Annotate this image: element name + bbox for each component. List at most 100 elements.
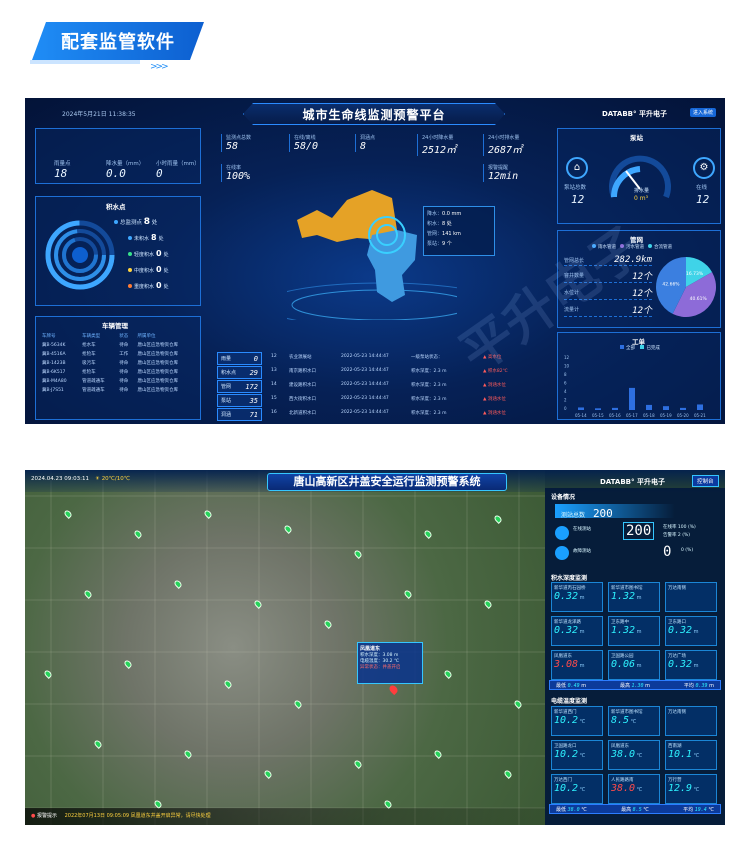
y-tick-label: 6 [564, 381, 567, 386]
monitor-card[interactable]: 新华道市图书馆 8.5 ℃ [608, 706, 660, 736]
pipe-legend-label: 合流管道 [654, 245, 672, 250]
monitor-card[interactable]: 凤凰道东 38.0 ℃ [608, 740, 660, 770]
popup-row: 异常状态：井盖开启 [360, 665, 401, 670]
satellite-map[interactable] [25, 470, 545, 825]
monitor-card[interactable]: 卫国路公园 0.06 m [608, 650, 660, 680]
monitor-card[interactable]: 人民路路南 38.0 ℃ [608, 774, 660, 804]
x-tick-label: 05-18 [643, 413, 655, 418]
work-order-title: 工单 [632, 338, 645, 346]
monitor-card[interactable]: 新华道市图书馆 1.32 m [608, 582, 660, 612]
card-name: 新华道丙石园桥 [554, 586, 586, 591]
alarm-row[interactable]: 13 南京路积水口 2022-05-23 14:44:47 积水深度：2.3 m ▲ 积… [271, 368, 543, 379]
dot-icon [128, 236, 132, 240]
card-unit: ℃ [692, 753, 700, 759]
card-unit: ℃ [629, 719, 637, 725]
monitor-card[interactable]: 万达广场 0.32 m [665, 650, 717, 680]
vehicle-cell: 待命 [119, 342, 129, 348]
vehicle-header-cell: 车牌号 [42, 333, 56, 339]
vehicle-cell: 唐山区应急物资仓库 [137, 342, 179, 348]
weather-label: 小时雨量（mm） [156, 161, 200, 167]
map-info-label: 管网： [427, 231, 443, 237]
alarm-name: 西大街积水口 [289, 397, 316, 402]
alert-label: 报警提示 [36, 813, 57, 819]
alarm-time: 2022-05-23 14:44:47 [341, 410, 389, 415]
weather-item: 雨量点 18 [54, 159, 84, 180]
work-order-panel: 工单 全部 已完成 12 10 8 6 4 2 0 05-14 05-15 05-16 05-17 0… [557, 332, 721, 420]
water-item-unit: 处 [163, 268, 169, 274]
pipe-legend-label: 雨水管道 [598, 245, 616, 250]
card-value: 3.08 [554, 659, 579, 670]
card-name: 万达南侧 [668, 586, 686, 591]
legend-done: 已完成 [646, 346, 660, 351]
summary-label: 最低 [556, 682, 568, 689]
map-info-label: 泵站： [427, 241, 443, 247]
summary-item: 平均 0.39 m [684, 682, 714, 689]
alarm-row[interactable]: 14 建设路积水口 2022-05-23 14:44:47 积水深度：2.3 m ▲ 洞… [271, 382, 543, 393]
vehicle-header-cell: 状态 [119, 333, 129, 339]
monitor-card[interactable]: 万行营 12.9 ℃ [665, 774, 717, 804]
monitor-card[interactable]: 万达南侧 [665, 706, 717, 736]
card-name: 新华道龙泽路 [554, 620, 581, 625]
work-bar [612, 407, 618, 410]
summary-unit: ℃ [641, 806, 649, 813]
count-value: 71 [249, 410, 258, 419]
monitor-card[interactable]: 卫东路口 0.32 m [665, 616, 717, 646]
monitor-card[interactable]: 新华道龙泽路 0.32 m [551, 616, 603, 646]
section-title: 配套监管软件 [61, 32, 175, 53]
weather-value: 0.0 [106, 167, 126, 180]
card-unit: ℃ [635, 787, 643, 793]
stat-item: 24小时排水量 2687㎡ [483, 134, 545, 156]
count-label: 管网 [221, 384, 232, 390]
monitor-card[interactable]: 新华道丙石园桥 0.32 m [551, 582, 603, 612]
console-button[interactable]: 控制台 [692, 475, 719, 487]
vehicle-cell: 冀B·5634K [42, 342, 66, 348]
table-row[interactable]: 冀B·5634K 抢水车 待命 唐山区应急物资仓库 [40, 340, 198, 349]
stat-value: 2512㎡ [422, 145, 457, 156]
weather-readout: ☀ 20℃/10℃ [95, 476, 130, 482]
x-tick-label: 05-19 [660, 413, 672, 418]
vehicle-table-body: 冀B·5634K 抢水车 待命 唐山区应急物资仓库 冀B·4516A 抢险车 工作 唐山区应急… [40, 340, 198, 394]
monitor-card[interactable]: 卫国路龙口 10.2 ℃ [551, 740, 603, 770]
card-value: 10.2 [554, 783, 579, 794]
card-name: 新华道市图书馆 [611, 586, 643, 591]
card-name: 万达南侧 [668, 710, 686, 715]
vehicle-cell: 唐山区应急物资仓库 [137, 351, 179, 357]
device-title: 设备情况 [551, 494, 576, 501]
card-value: 10.2 [554, 715, 579, 726]
monitor-card[interactable]: 新华道西门 10.2 ℃ [551, 706, 603, 736]
summary-unit: m [707, 682, 714, 689]
count-label: 泵站 [221, 398, 232, 404]
weather-label: 降水量（mm） [106, 161, 145, 167]
monitor-card[interactable]: 卫东路中 1.32 m [608, 616, 660, 646]
map-info-value: 141 km [442, 231, 461, 237]
monitor-card[interactable]: 凤凰道东 3.08 m [551, 650, 603, 680]
vehicle-cell: 管道疏通车 [82, 378, 105, 384]
alarm-panel: 雨量 0 积水点 29 管网 172 泵站 35 洞涵 71 12 农业源展站 2022-05-23 … [213, 348, 548, 424]
monitor-card[interactable]: 万达西门 10.2 ℃ [551, 774, 603, 804]
table-row[interactable]: 冀B·J7S51 管道疏通车 待命 唐山区应急物资仓库 [40, 385, 198, 394]
water-total-label: 总监测点 [120, 220, 143, 226]
monitor-card[interactable]: 万达南侧 [665, 582, 717, 612]
alarm-row[interactable]: 16 北新道积水口 2022-05-23 14:44:47 积水深度：2.3 m ▲ 洞… [271, 410, 543, 421]
enter-system-button[interactable]: 进入系统 [690, 108, 717, 117]
vehicle-cell: 冀B·J7S51 [42, 387, 64, 393]
station-total-label: 测站总数 [561, 512, 586, 519]
table-row[interactable]: 冀B·4516A 抢险车 工作 唐山区应急物资仓库 [40, 349, 198, 358]
pipe-stats: 管网总长 282.9km 窨井数量 12个 水位计 12个 流量计 12个 [564, 255, 652, 320]
map-info-label: 降水： [427, 211, 443, 217]
summary-label: 平均 [683, 682, 696, 689]
alarm-row[interactable]: 12 农业源展站 2022-05-23 14:44:47 一级泵站状态： ▲ 高水位 [271, 354, 543, 365]
vehicle-cell: 抢险车 [82, 351, 96, 357]
alarm-time: 2022-05-23 14:44:47 [341, 354, 389, 359]
table-row[interactable]: 冀B·M4A80 管道疏通车 待命 唐山区应急物资仓库 [40, 376, 198, 385]
pie-slice [672, 272, 716, 317]
alarm-row[interactable]: 15 西大街积水口 2022-05-23 14:44:47 积水深度：2.3 m ▲ 洞… [271, 396, 543, 407]
alert-icon: ● [31, 813, 36, 819]
x-tick-label: 05-15 [592, 413, 604, 418]
table-row[interactable]: 冀B·6K517 抢险车 待命 唐山区应急物资仓库 [40, 367, 198, 376]
monitor-card[interactable]: 西南湖 10.1 ℃ [665, 740, 717, 770]
station-total-value: 200 [592, 507, 613, 520]
vehicle-cell: 吸污车 [82, 360, 96, 366]
table-row[interactable]: 冀B·1423B 吸污车 待命 唐山区应急物资仓库 [40, 358, 198, 367]
card-name: 万达广场 [668, 654, 686, 659]
